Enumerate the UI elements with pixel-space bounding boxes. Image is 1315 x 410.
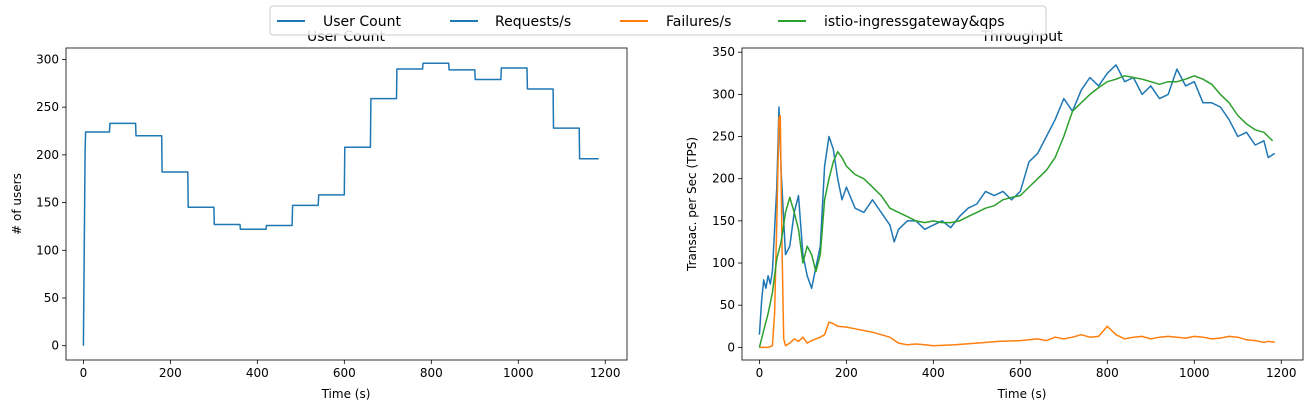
user-count-x-tick-label-1200: 1200 xyxy=(590,366,621,380)
user-count-plot-frame xyxy=(65,47,628,361)
series-line-istio-ingressgateway-qps xyxy=(758,75,1274,348)
user-count-y-axis-label: # of users xyxy=(10,173,24,235)
throughput-x-axis-label: Time (s) xyxy=(997,387,1047,401)
throughput-x-tick-label-200: 200 xyxy=(835,366,858,380)
user-count-series-layer xyxy=(82,62,599,346)
user-count-x-tick-label-1000: 1000 xyxy=(503,366,534,380)
user-count-ticks: 0 200 400 600 800 1000 1200 0 50 100 150 200 250 300 xyxy=(36,52,620,380)
throughput-y-tick-label-350: 350 xyxy=(712,45,735,59)
user-count-y-tick-label-50: 50 xyxy=(44,291,59,305)
user-count-y-tick-label-300: 300 xyxy=(36,52,59,66)
user-count-y-tick-label-0: 0 xyxy=(51,339,59,353)
user-count-x-tick-label-0: 0 xyxy=(80,366,88,380)
throughput-y-tick-label-150: 150 xyxy=(712,214,735,228)
legend-label-requests: Requests/s xyxy=(495,14,571,30)
throughput-x-tick-label-0: 0 xyxy=(756,366,764,380)
throughput-y-tick-label-50: 50 xyxy=(720,298,735,312)
throughput-x-tick-label-1200: 1200 xyxy=(1266,366,1297,380)
legend-label-istio-qps: istio-ingressgateway&qps xyxy=(824,14,1005,30)
legend-box xyxy=(269,5,1047,36)
throughput-y-tick-label-200: 200 xyxy=(712,172,735,186)
throughput-y-tick-label-0: 0 xyxy=(727,340,735,354)
user-count-y-tick-label-200: 200 xyxy=(36,148,59,162)
legend-entry-istio-qps: istio-ingressgateway&qps xyxy=(778,14,1005,30)
legend-entry-failures: Failures/s xyxy=(620,14,731,30)
user-count-x-tick-label-200: 200 xyxy=(159,366,182,380)
throughput-chart: Throughput Time (s) Transac. per Sec (TP… xyxy=(685,29,1304,401)
throughput-x-tick-label-800: 800 xyxy=(1096,366,1119,380)
series-line-requests-s xyxy=(758,64,1276,335)
throughput-y-tick-label-100: 100 xyxy=(712,256,735,270)
user-count-y-tick-label-100: 100 xyxy=(36,243,59,257)
throughput-y-tick-label-250: 250 xyxy=(712,130,735,144)
legend: User Count Requests/s Failures/s istio-i… xyxy=(269,5,1047,36)
legend-entry-user-count: User Count xyxy=(277,14,401,30)
throughput-y-tick-label-300: 300 xyxy=(712,87,735,101)
throughput-y-axis-label: Transac. per Sec (TPS) xyxy=(685,137,699,272)
throughput-series-layer xyxy=(758,64,1276,349)
throughput-plot-frame xyxy=(741,47,1304,361)
legend-label-failures: Failures/s xyxy=(666,14,731,30)
legend-label-user-count: User Count xyxy=(323,14,401,30)
user-count-y-tick-label-150: 150 xyxy=(36,196,59,210)
user-count-y-tick-label-250: 250 xyxy=(36,100,59,114)
throughput-x-tick-label-400: 400 xyxy=(922,366,945,380)
user-count-chart: User Count Time (s) # of users 0 200 400 60… xyxy=(10,29,628,401)
legend-entry-requests: Requests/s xyxy=(450,14,571,30)
user-count-x-tick-label-600: 600 xyxy=(333,366,356,380)
user-count-x-tick-label-400: 400 xyxy=(246,366,269,380)
series-line-failures-s xyxy=(759,114,1275,349)
user-count-x-axis-label: Time (s) xyxy=(321,387,371,401)
throughput-ticks: 0 200 400 600 800 1000 1200 0 50 100 150 200 250 300 3… xyxy=(712,45,1296,380)
user-count-x-tick-label-800: 800 xyxy=(420,366,443,380)
throughput-x-tick-label-600: 600 xyxy=(1009,366,1032,380)
throughput-x-tick-label-1000: 1000 xyxy=(1179,366,1210,380)
series-line-user-count xyxy=(82,62,599,346)
